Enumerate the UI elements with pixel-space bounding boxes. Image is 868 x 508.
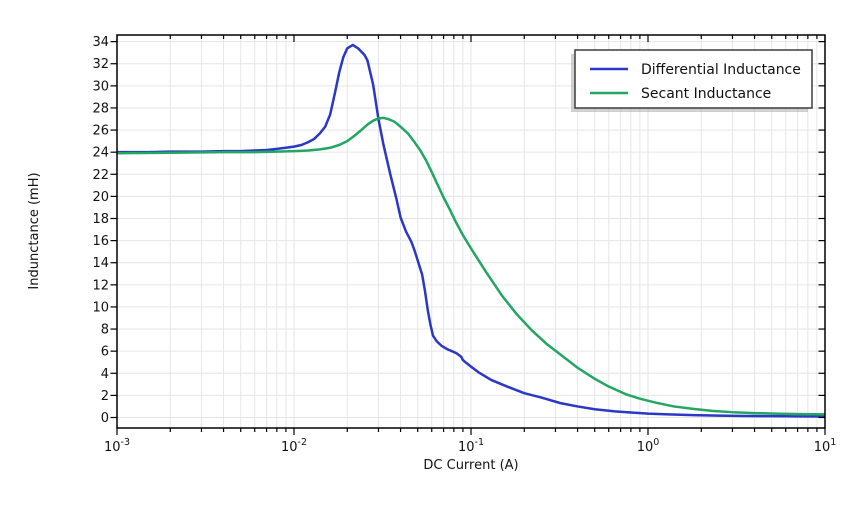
y-tick-label: 30 (92, 79, 109, 94)
legend-item: Secant Inductance (590, 86, 771, 102)
y-tick-label: 16 (92, 234, 109, 249)
y-tick-label: 6 (101, 345, 109, 360)
x-tick-label: 100 (637, 437, 660, 455)
secant-inductance-line (117, 116, 825, 416)
y-tick-label: 12 (92, 278, 109, 293)
legend-item: Differential Inductance (590, 62, 801, 78)
legend-label-secant: Secant Inductance (641, 86, 771, 102)
x-tick-label: 10-2 (281, 437, 307, 455)
legend-label-differential: Differential Inductance (641, 62, 801, 78)
series-lines (117, 43, 825, 418)
axis-ticks (110, 35, 826, 435)
y-tick-label: 22 (92, 168, 109, 183)
y-tick-label: 24 (92, 146, 109, 161)
y-tick-label: 0 (101, 411, 109, 426)
y-tick-label: 32 (92, 57, 109, 72)
legend-box (574, 49, 813, 109)
y-axis-label: Indunctance (mH) (27, 172, 42, 289)
y-tick-label: 4 (101, 367, 109, 382)
legend: Differential Inductance Secant Inductanc… (571, 49, 813, 112)
x-tick-label: 101 (814, 437, 837, 455)
x-tick-label: 10-3 (104, 437, 130, 455)
y-tick-label: 20 (92, 190, 109, 205)
y-tick-label: 34 (92, 35, 109, 50)
y-tick-label: 18 (92, 212, 109, 227)
x-axis-label: DC Current (A) (423, 458, 518, 473)
y-tick-label: 14 (92, 256, 109, 271)
x-tick-label: 10-1 (458, 437, 484, 455)
y-tick-label: 28 (92, 101, 109, 116)
y-tick-label: 8 (101, 323, 109, 338)
differential-inductance-line (117, 43, 825, 418)
y-tick-label: 10 (92, 300, 109, 315)
y-tick-label: 2 (101, 389, 109, 404)
y-tick-label: 26 (92, 124, 109, 139)
